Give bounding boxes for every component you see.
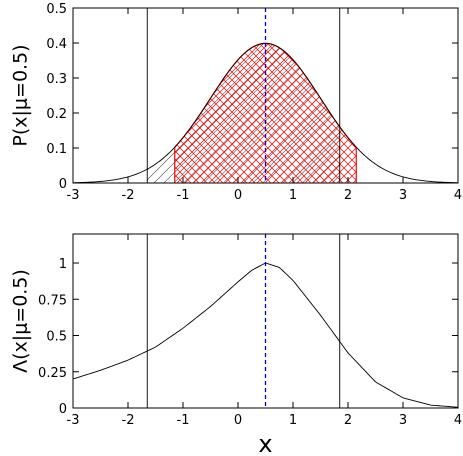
- y-tick-label: 0: [59, 402, 67, 417]
- x-tick-label: 4: [454, 413, 462, 428]
- y-tick-label: 0: [59, 177, 67, 192]
- y-tick-label: 1: [59, 257, 67, 272]
- x-tick-label: 4: [454, 188, 462, 203]
- y-axis-label: P(x|μ=0.5): [10, 44, 32, 146]
- vertical-lines: [146, 8, 341, 183]
- x-tick-label: -2: [122, 188, 135, 203]
- ticks: -3 -2 -1 0 1 2 3 4 0 0.25 0.5 0.75 1: [38, 234, 462, 428]
- x-tick-label: -1: [177, 413, 190, 428]
- x-tick-label: 1: [289, 188, 297, 203]
- plot-frame: [72, 7, 459, 184]
- x-tick-label: -2: [122, 413, 135, 428]
- ticks: -3 -2 -1 0 1 2 3 4 0 0.1 0.2 0.3 0.4 0.5: [46, 2, 462, 203]
- y-tick-label: 0.25: [38, 366, 67, 381]
- x-tick-label: 0: [234, 188, 242, 203]
- y-axis-label: Λ(x|μ=0.5): [10, 269, 32, 373]
- y-tick-label: 0.75: [38, 293, 67, 308]
- x-tick-label: -3: [67, 188, 80, 203]
- x-tick-label: 1: [289, 413, 297, 428]
- x-axis-label: x: [258, 430, 272, 456]
- vertical-lines: [146, 234, 341, 408]
- plot-frame: [72, 233, 459, 409]
- x-tick-label: 3: [399, 413, 407, 428]
- y-tick-label: 0.2: [46, 107, 67, 122]
- y-tick-label: 0.5: [46, 2, 67, 17]
- y-tick-label: 0.4: [46, 37, 67, 52]
- x-tick-label: 2: [344, 188, 352, 203]
- y-tick-label: 0.5: [46, 330, 67, 345]
- y-tick-label: 0.1: [46, 142, 67, 157]
- x-tick-label: 0: [234, 413, 242, 428]
- y-tick-label: 0.3: [46, 72, 67, 87]
- x-tick-label: -3: [67, 413, 80, 428]
- shaded-regions: [147, 42, 357, 184]
- x-tick-label: 3: [399, 188, 407, 203]
- x-tick-label: 2: [344, 413, 352, 428]
- bottom-panel: -3 -2 -1 0 1 2 3 4 0 0.25 0.5 0.75 1 Λ(x|μ=0.5) x: [10, 233, 462, 456]
- x-tick-label: -1: [177, 188, 190, 203]
- top-panel: -3 -2 -1 0 1 2 3 4 0 0.1 0.2 0.3 0.4 0.5 P(x|μ=0.5): [10, 2, 462, 203]
